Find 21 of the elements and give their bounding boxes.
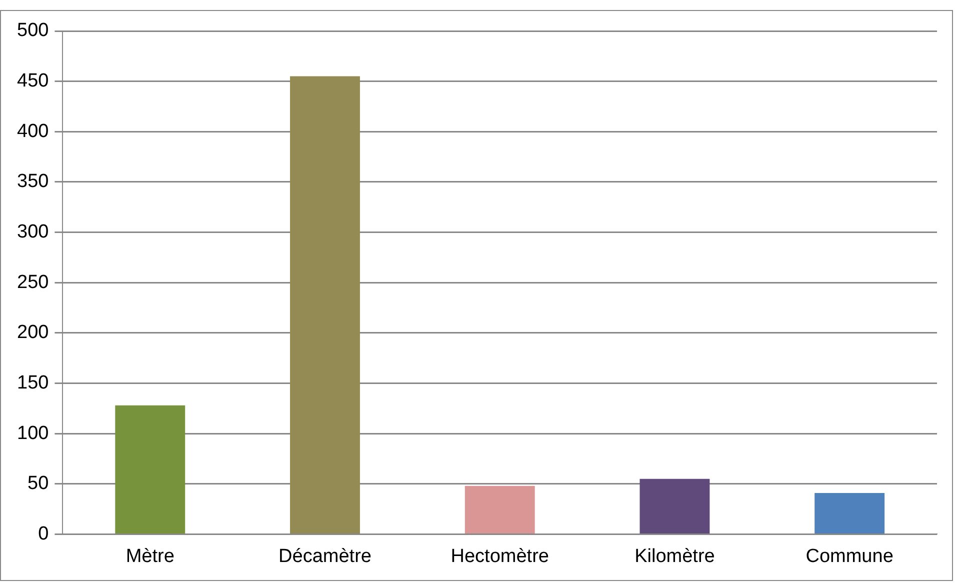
- y-tick-label: 200: [17, 322, 49, 344]
- x-tick-label: Kilomètre: [634, 546, 715, 567]
- y-tick-label: 0: [38, 523, 49, 544]
- y-tick-label: 50: [28, 473, 49, 494]
- y-tick-label: 400: [17, 120, 49, 142]
- y-tick-label: 150: [17, 372, 49, 394]
- x-tick-label: Commune: [806, 546, 894, 567]
- bar: [115, 405, 186, 534]
- y-tick-label: 500: [17, 20, 49, 42]
- x-tick-label: Mètre: [126, 546, 174, 567]
- x-tick-label: Décamètre: [278, 546, 372, 567]
- y-tick-label: 100: [17, 422, 49, 444]
- x-tick-label: Hectomètre: [450, 546, 549, 567]
- y-tick-label: 250: [17, 272, 49, 293]
- bar: [464, 486, 535, 534]
- bar: [640, 478, 710, 534]
- y-tick-label: 350: [17, 171, 49, 192]
- bar: [814, 492, 885, 534]
- y-tick-label: 450: [17, 70, 49, 92]
- y-tick-label: 300: [17, 222, 49, 243]
- bar: [290, 76, 360, 534]
